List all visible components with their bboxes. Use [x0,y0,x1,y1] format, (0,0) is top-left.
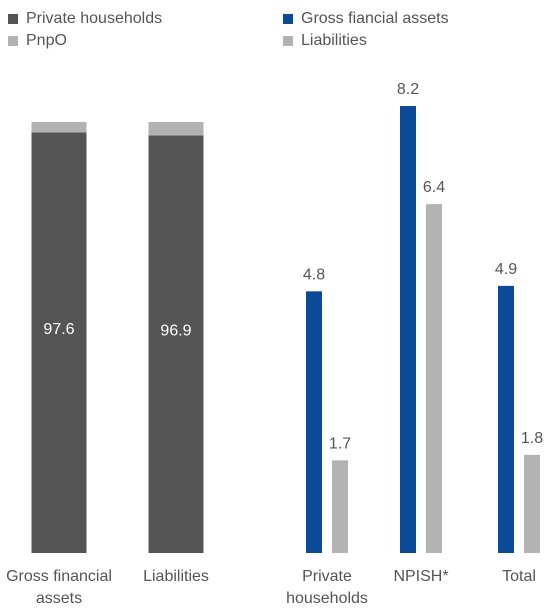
legend-left: Private households PnpO [8,8,162,52]
bar-total-gross-fiancial-assets [498,285,514,553]
legend-item-liabilities: Liabilities [283,30,449,52]
bar-gross-financial-assets-pnpo [31,122,87,133]
legend-label: Private households [26,10,163,27]
legend-swatch [283,36,293,46]
legend-swatch [8,36,18,46]
bar-liabilities-private-households [148,135,204,553]
category-label-private-households: Private households [286,568,368,607]
legend-item-pnpo: PnpO [8,30,162,52]
legend-right: Gross fiancial assets Liabilities [283,8,449,52]
legend-label: Gross fiancial assets [301,10,449,27]
bar-npish-liabilities [426,204,442,553]
data-label-private-households-liabilities: 1.7 [329,435,351,452]
category-label-liabilities: Liabilities [143,568,209,585]
legend-swatch [283,14,293,24]
data-label-total-gross-fiancial-assets: 4.9 [495,261,517,278]
category-label-total: Total [502,568,536,585]
data-label-npish-liabilities: 6.4 [423,179,445,196]
legend-item-gross-financial-assets: Gross fiancial assets [283,8,449,30]
legend-item-private-households: Private households [8,8,162,30]
data-label-total-liabilities: 1.8 [521,430,543,447]
bar-private-households-gross-fiancial-assets [306,291,322,553]
data-label-liabilities: 96.9 [160,323,191,340]
legend-label: Liabilities [301,32,367,49]
data-label-private-households-gross-fiancial-assets: 4.8 [303,266,325,283]
bar-npish-gross-fiancial-assets [400,106,416,553]
bar-private-households-liabilities [332,460,348,553]
bar-total-liabilities [524,454,540,553]
category-label-npish: NPISH* [393,568,449,585]
legend-swatch [8,14,18,24]
data-label-npish-gross-fiancial-assets: 8.2 [397,81,419,98]
legend-label: PnpO [26,32,67,49]
bar-liabilities-pnpo [148,122,204,136]
bar-gross-financial-assets-private-households [31,132,87,553]
category-label-gross-financial-assets: Gross financial assets [6,568,112,607]
data-label-gross-financial-assets: 97.6 [43,321,74,338]
